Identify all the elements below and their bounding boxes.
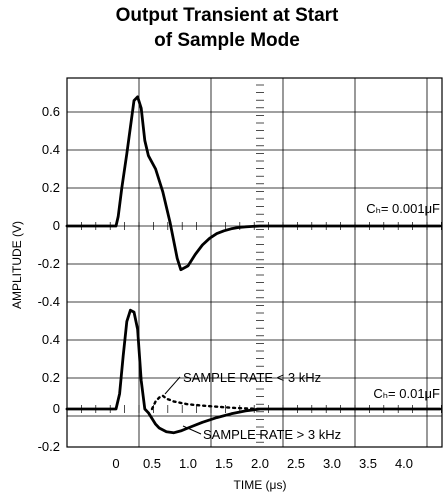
x-tick-label: 1.5	[215, 456, 233, 471]
x-tick-label: 3.5	[359, 456, 377, 471]
y-tick-label: 0.2	[42, 370, 60, 385]
x-tick-label: 2.0	[251, 456, 269, 471]
x-tick-label: 3.0	[323, 456, 341, 471]
y-tick-label: -0.4	[38, 294, 60, 309]
tick-marks	[81, 84, 442, 443]
chart-title-line-2: of Sample Mode	[154, 30, 300, 51]
x-tick-label: 4.0	[395, 456, 413, 471]
series-line	[150, 394, 262, 411]
y-tick-label: 0.4	[42, 142, 60, 157]
x-tick-label: 1.0	[179, 456, 197, 471]
y-tick-label: 0.4	[42, 332, 60, 347]
annotation-label: SAMPLE RATE > 3 kHz	[203, 427, 341, 442]
x-axis-title: TIME (μs)	[234, 478, 287, 492]
annotation-leader	[182, 425, 202, 435]
series-line	[65, 308, 442, 435]
y-tick-label: -0.2	[38, 439, 60, 454]
x-tick-label: 2.5	[287, 456, 305, 471]
y-tick-label: 0	[53, 218, 60, 233]
y-tick-label: 0	[53, 401, 60, 416]
annotations: Cₕ= 0.001μF Cₕ= 0.01μF SAMPLE RATE < 3 kHz…	[164, 201, 440, 442]
annotation-label: SAMPLE RATE < 3 kHz	[183, 370, 321, 385]
y-tick-label: 0.6	[42, 104, 60, 119]
series-line	[65, 95, 442, 272]
chart-title-line-1: Output Transient at Start	[116, 5, 339, 26]
plot-frame	[66, 77, 443, 448]
annotation-leader	[164, 376, 181, 395]
x-tick-label: 0.5	[143, 456, 161, 471]
x-tick-label: 0	[112, 456, 119, 471]
y-tick-label: -0.2	[38, 256, 60, 271]
capacitance-label: Cₕ= 0.001μF	[366, 201, 440, 216]
capacitance-label: Cₕ= 0.01μF	[373, 386, 440, 401]
series-lines	[65, 95, 442, 435]
tick-labels: 0.6 0.4 0.2 0 -0.2 -0.4 0.4 0.2 0 -0.2 0 0.5 1.0 1.5 2…	[38, 104, 413, 471]
y-axis-title: AMPLITUDE (V)	[10, 221, 24, 309]
y-tick-label: 0.2	[42, 180, 60, 195]
